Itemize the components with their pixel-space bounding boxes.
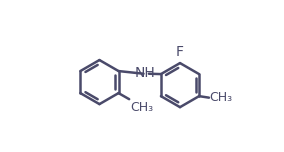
Text: F: F <box>176 45 184 59</box>
Text: NH: NH <box>135 66 155 80</box>
Text: CH₃: CH₃ <box>210 91 233 104</box>
Text: CH₃: CH₃ <box>130 101 153 114</box>
